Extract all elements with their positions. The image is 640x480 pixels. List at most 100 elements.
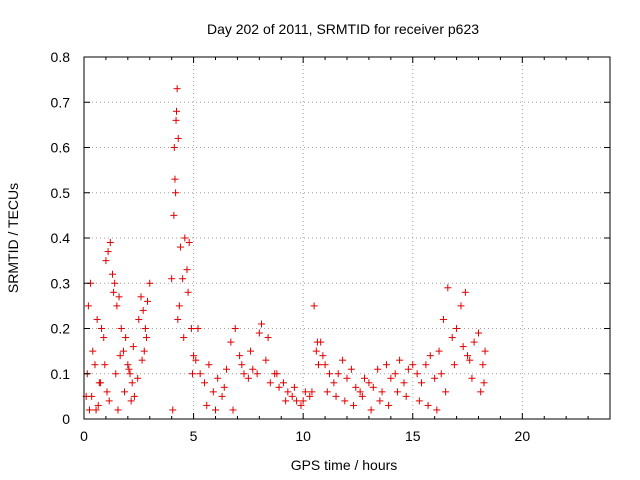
data-point [172,116,180,124]
data-point [453,325,461,332]
data-point [110,288,118,296]
data-point [275,383,283,391]
data-point [253,370,261,378]
data-point [413,370,421,378]
data-point [387,374,395,382]
data-point [142,334,150,342]
data-point [98,325,106,332]
data-point [437,370,445,378]
data-point [105,397,113,405]
data-point [376,397,384,405]
data-point [108,270,116,278]
data-point [297,401,305,409]
tick-labels-layer: 0 5 10 15 20 0 0.1 0.2 0.3 0.4 0.5 0.6 0.7 0.8 [51,49,531,444]
data-point [121,388,129,396]
data-point [100,334,108,342]
data-point [192,356,200,364]
data-point [290,383,298,391]
data-point [124,361,132,369]
data-point [203,401,211,409]
data-point [111,279,119,287]
data-point [264,334,272,342]
y-tick-label: 0.2 [51,321,71,337]
points-layer [82,85,489,414]
data-point [222,365,230,373]
data-point [172,107,180,115]
data-point [173,85,181,93]
data-point [229,406,237,414]
data-point [361,374,369,382]
data-point [382,361,390,369]
data-point [315,361,323,369]
grid-layer [84,57,610,419]
data-point [205,361,213,369]
data-point [415,397,423,405]
data-point [477,388,485,396]
data-point [457,302,465,310]
data-point [247,347,255,355]
data-point [196,370,204,378]
data-point [435,347,443,355]
data-point [466,356,474,364]
data-point [88,392,96,400]
data-point [339,356,347,364]
data-point [84,302,92,310]
data-point [293,397,301,405]
data-point [144,297,152,305]
data-point [299,397,307,405]
data-point [288,392,296,400]
x-tick-label: 20 [515,428,531,444]
data-point [102,257,110,265]
data-point [475,329,482,337]
data-point [481,347,489,355]
data-point [116,352,124,360]
data-point [431,374,439,382]
data-point [249,365,257,373]
data-point [306,392,314,400]
data-point [170,211,178,219]
data-point [190,352,198,360]
data-point [135,315,143,323]
data-point [284,388,292,396]
data-point [480,379,488,387]
data-point [470,338,478,346]
data-point [106,239,114,247]
data-point [175,302,183,310]
data-point [113,302,121,310]
x-tick-label: 10 [295,428,311,444]
data-point [424,401,432,409]
data-point [94,401,102,409]
data-point [325,370,333,378]
data-point [439,315,447,323]
data-point [279,379,287,387]
data-point [201,379,209,387]
data-point [404,365,412,373]
data-point [308,388,316,396]
x-axis-label: GPS time / hours [291,457,398,473]
data-point [185,239,193,247]
x-tick-label: 5 [190,428,198,444]
data-point [85,406,93,414]
data-point [442,388,450,396]
data-point [126,370,134,378]
x-tick-label: 15 [405,428,421,444]
data-point [266,379,274,387]
data-point [169,406,177,414]
data-point [461,288,469,296]
data-point [112,370,120,378]
data-point [365,379,373,387]
y-tick-label: 0.5 [51,185,71,201]
data-point [459,343,467,351]
data-point [312,347,320,355]
data-point [321,361,329,369]
data-point [117,325,125,332]
data-point [391,370,399,378]
data-point [341,397,349,405]
data-point [141,325,149,332]
data-point [172,189,180,197]
data-point [244,374,252,382]
data-point [240,370,248,378]
data-point [179,275,187,283]
data-point [92,406,100,414]
y-tick-label: 0 [62,411,70,427]
